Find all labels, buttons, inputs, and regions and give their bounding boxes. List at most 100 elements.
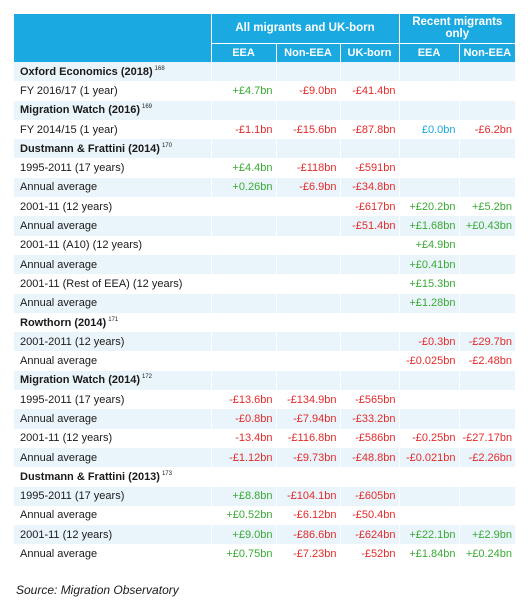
value-cell-non-eea [275,197,340,217]
value-cell-eea: -13.4bn [210,428,276,448]
value-cell-eea [210,197,276,217]
table-row-source-heading: Dustmann & Frattini (2013) 173 [14,467,516,487]
empty-cell [210,139,276,159]
empty-cell [275,312,340,333]
row-label: 2001-11 (12 years) [14,525,211,545]
empty-cell [339,100,400,120]
value-cell-uk-born: -£565bn [339,390,400,410]
footnote-reference: 173 [161,470,172,477]
header-col-recent-non-eea: Non-EEA [458,42,516,62]
empty-cell [458,467,516,487]
empty-cell [275,62,340,82]
row-label: Annual average [14,177,211,198]
table-body: Oxford Economics (2018) 168 FY 2016/17 (1 … [14,62,516,564]
table-row: Annual average -£0.8bn -£7.94bn -£33.2bn [14,409,516,429]
value-cell-recent-non-eea: -£27.17bn [458,428,516,448]
value-cell-recent-non-eea [458,390,516,410]
row-label: Annual average [14,293,211,313]
value-cell-uk-born [339,293,400,313]
header-corner [14,14,211,62]
empty-cell [398,139,460,159]
value-cell-uk-born: -£52bn [339,544,400,564]
source-note: Source: Migration Observatory [16,583,179,597]
source-heading-label: Migration Watch (2014) [20,374,140,387]
value-cell-eea: +0.26bn [210,177,276,198]
value-cell-recent-non-eea [458,177,516,198]
value-cell-recent-non-eea [458,235,516,255]
empty-cell [339,467,400,487]
value-cell-uk-born: -£41.4bn [339,81,400,101]
table-row-source-heading: Migration Watch (2014) 172 [14,370,516,391]
header-column-row: EEA Non-EEA UK-born EEA Non-EEA [14,42,516,62]
value-cell-eea [210,293,276,313]
value-cell-recent-non-eea: -£2.48bn [458,351,516,371]
source-heading-label: Dustmann & Frattini (2014) [20,142,160,155]
value-cell-recent-non-eea [458,505,516,526]
table-row: 2001-11 (12 years) -13.4bn -£116.8bn -£586b… [14,428,516,448]
value-cell-recent-eea: +£0.41bn [398,254,460,275]
value-cell-eea: -£0.8bn [210,409,276,429]
value-cell-recent-eea: +£20.2bn [398,197,460,217]
empty-cell [275,100,340,120]
value-cell-recent-non-eea [458,81,516,101]
table-row: 2001-2011 (12 years) -£0.3bn -£29.7bn [14,332,516,352]
value-cell-recent-eea [398,390,460,410]
empty-cell [398,62,460,82]
value-cell-eea [210,274,276,294]
value-cell-uk-born [339,235,400,255]
value-cell-recent-eea [398,486,460,506]
value-cell-uk-born: -£34.8bn [339,177,400,198]
value-cell-non-eea: -£9.0bn [275,81,340,101]
row-label: 1995-2011 (17 years) [14,158,211,178]
footnote-reference: 168 [154,65,165,72]
source-heading-cell: Oxford Economics (2018) 168 [14,62,211,82]
value-cell-eea: +£0.75bn [210,544,276,564]
empty-cell [398,100,460,120]
header-col-eea: EEA [210,42,276,62]
empty-cell [398,312,460,333]
value-cell-non-eea: -£6.12bn [275,505,340,526]
value-cell-eea: +£9.0bn [210,525,276,545]
empty-cell [210,370,276,391]
empty-cell [458,139,516,159]
value-cell-non-eea: -£7.23bn [275,544,340,564]
value-cell-recent-non-eea: -£29.7bn [458,332,516,352]
value-cell-uk-born: -£605bn [339,486,400,506]
value-cell-recent-eea: +£1.28bn [398,293,460,313]
row-label: 2001-11 (12 years) [14,428,211,448]
value-cell-uk-born [339,351,400,371]
value-cell-eea: -£13.6bn [210,390,276,410]
row-label: 1995-2011 (17 years) [14,486,211,506]
empty-cell [339,62,400,82]
value-cell-uk-born: -£624bn [339,525,400,545]
source-heading-label: Rowthorn (2014) [20,316,107,329]
value-cell-eea: -£1.12bn [210,447,276,468]
table-row: Annual average +£0.52bn -£6.12bn -£50.4bn [14,505,516,526]
value-cell-non-eea: -£116.8bn [275,428,340,448]
value-cell-recent-non-eea: +£0.43bn [458,216,516,236]
empty-cell [210,100,276,120]
value-cell-non-eea: -£9.73bn [275,447,340,468]
table-row-source-heading: Rowthorn (2014) 171 [14,312,516,333]
value-cell-non-eea: -£6.9bn [275,177,340,198]
table-row: 2001-11 (A10) (12 years) +£4.9bn [14,235,516,255]
value-cell-non-eea [275,293,340,313]
value-cell-uk-born [339,332,400,352]
value-cell-non-eea: -£86.6bn [275,525,340,545]
value-cell-eea [210,216,276,236]
value-cell-non-eea: -£15.6bn [275,119,340,140]
value-cell-recent-non-eea: -£2.26bn [458,447,516,468]
value-cell-recent-eea: -£0.025bn [398,351,460,371]
empty-cell [398,467,460,487]
footnote-reference: 172 [142,374,153,381]
source-heading-cell: Migration Watch (2016) 169 [14,100,211,120]
value-cell-recent-non-eea: +£0.24bn [458,544,516,564]
value-cell-eea [210,254,276,275]
value-cell-recent-non-eea [458,409,516,429]
value-cell-uk-born: -£586bn [339,428,400,448]
row-label: Annual average [14,216,211,236]
value-cell-non-eea [275,216,340,236]
value-cell-uk-born: -£48.8bn [339,447,400,468]
source-heading-cell: Dustmann & Frattini (2013) 173 [14,467,211,487]
value-cell-eea [210,235,276,255]
